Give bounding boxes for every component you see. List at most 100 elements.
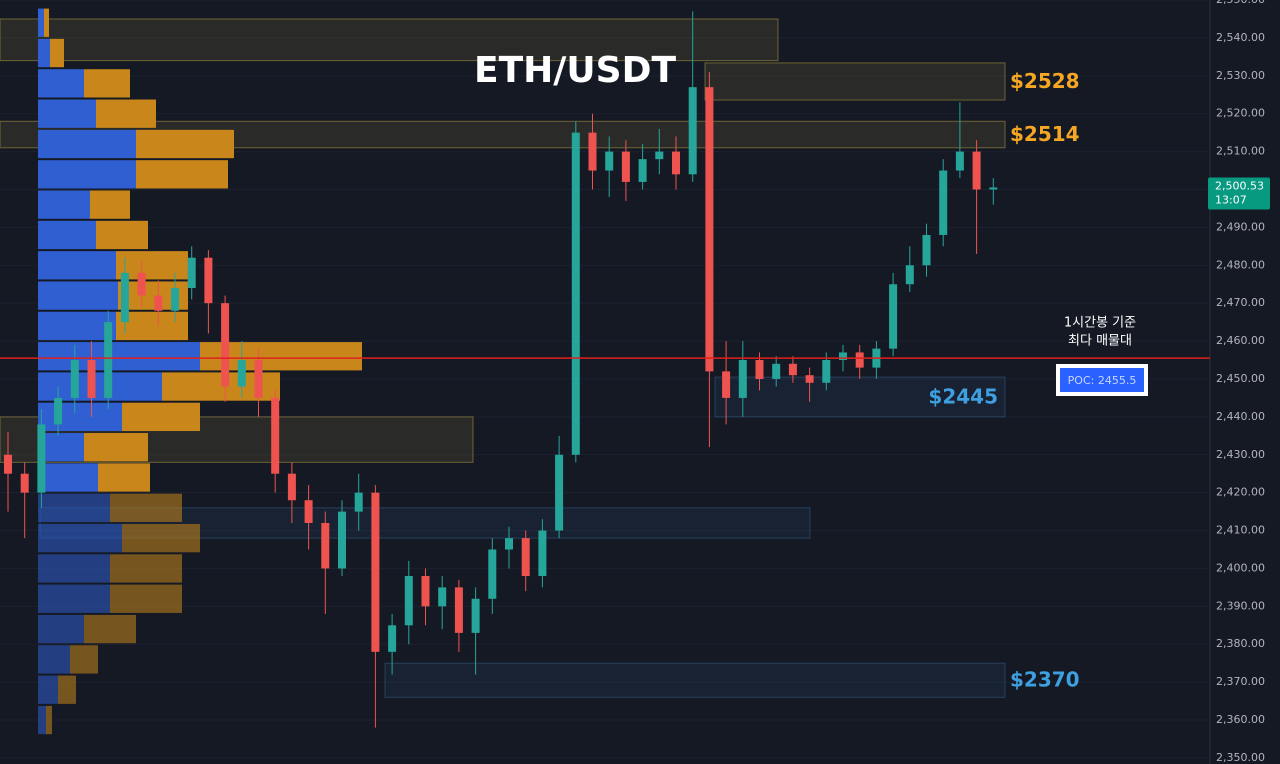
profile-buy [38, 311, 116, 341]
profile-buy [38, 645, 70, 674]
candle-body [889, 284, 898, 349]
candle-body [254, 360, 263, 398]
candle-body [839, 352, 847, 361]
candle-body [171, 288, 179, 311]
y-tick-label: 2,510.00 [1216, 145, 1265, 158]
zone-label: $2445 [928, 384, 998, 408]
profile-sell [50, 38, 64, 68]
candle-body [304, 500, 313, 523]
profile-sell [136, 129, 234, 159]
candle-body [571, 132, 580, 455]
y-tick-label: 2,440.00 [1216, 410, 1265, 423]
profile-sell [70, 645, 98, 674]
profile-sell [84, 614, 136, 644]
profile-buy [38, 99, 96, 128]
profile-buy [38, 433, 84, 462]
candle-body [471, 598, 480, 633]
profile-sell [46, 705, 52, 735]
candle-body [922, 234, 931, 266]
profile-buy [38, 584, 110, 613]
profile-sell [84, 433, 148, 462]
profile-buy [38, 342, 200, 371]
last-price-label: 2,500.53 [1215, 179, 1264, 192]
candle-body [221, 303, 230, 387]
zones [0, 18, 1006, 698]
candle-body [354, 492, 363, 512]
profile-buy [38, 281, 118, 310]
y-tick-label: 2,350.00 [1216, 751, 1265, 764]
y-tick-label: 2,360.00 [1216, 713, 1265, 726]
candle-body [237, 360, 246, 387]
poc-note: 최다 매물대 [1068, 334, 1132, 349]
candle-body [588, 132, 597, 171]
candle-body [738, 360, 747, 398]
candle-body [955, 151, 964, 171]
y-tick-label: 2,370.00 [1216, 675, 1265, 688]
candle-body [805, 375, 814, 383]
profile-sell [96, 220, 148, 250]
profile-sell [136, 160, 228, 189]
profile-sell [98, 463, 150, 492]
candle-body [788, 363, 797, 376]
y-tick-label: 2,430.00 [1216, 448, 1265, 461]
y-tick-label: 2,470.00 [1216, 296, 1265, 309]
candle-body [855, 352, 864, 368]
candle-body [287, 473, 296, 501]
candle-body [187, 257, 196, 289]
profile-buy [38, 190, 90, 219]
profile-buy [38, 705, 46, 735]
candle-body [488, 549, 497, 599]
candle-body [939, 170, 948, 235]
last-price-tag [1208, 177, 1270, 210]
candle-body [271, 397, 280, 474]
profile-sell [122, 523, 200, 553]
y-tick-label: 2,420.00 [1216, 486, 1265, 499]
candle-body [538, 530, 547, 577]
profile-sell [44, 8, 49, 37]
candle-body [404, 576, 413, 626]
y-tick-label: 2,450.00 [1216, 372, 1265, 385]
y-tick-label: 2,400.00 [1216, 561, 1265, 574]
y-tick-label: 2,550.00 [1216, 0, 1265, 6]
candle-body [505, 538, 513, 550]
candle-body [605, 151, 614, 171]
profile-buy [38, 69, 84, 98]
y-tick-label: 2,490.00 [1216, 220, 1265, 233]
candle-body [555, 454, 564, 531]
candle-body [388, 625, 397, 652]
candle-body [87, 360, 96, 398]
candle-body [705, 87, 714, 372]
profile-buy [38, 38, 50, 68]
y-tick-label: 2,520.00 [1216, 107, 1265, 120]
profile-buy [38, 675, 58, 704]
profile-buy [38, 402, 122, 432]
y-tick-label: 2,540.00 [1216, 31, 1265, 44]
poc-label: POC: 2455.5 [1068, 374, 1137, 387]
zone [714, 376, 1006, 418]
profile-buy [38, 372, 162, 401]
profile-buy [38, 614, 84, 644]
candle-body [521, 538, 530, 577]
candle-body [20, 473, 29, 493]
profile-sell [110, 584, 182, 613]
candle-body [421, 576, 430, 607]
y-tick-label: 2,410.00 [1216, 524, 1265, 537]
candle-body [672, 151, 680, 175]
zone-label: $2528 [1010, 69, 1080, 93]
countdown: 13:07 [1215, 193, 1247, 206]
candle-body [972, 151, 981, 190]
profile-buy [38, 129, 136, 159]
candle-body [438, 587, 447, 607]
profile-buy [38, 523, 122, 553]
profile-sell [110, 493, 182, 522]
y-tick-label: 2,530.00 [1216, 69, 1265, 82]
profile-sell [84, 69, 130, 98]
profile-sell [122, 402, 200, 432]
y-tick-label: 2,390.00 [1216, 599, 1265, 612]
profile-buy [38, 251, 116, 280]
candle-body [621, 151, 630, 182]
profile-sell [58, 675, 76, 704]
zone-label: $2514 [1010, 122, 1080, 146]
